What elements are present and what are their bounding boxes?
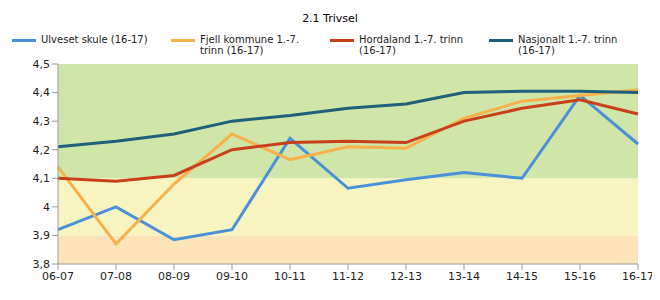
svg-text:3,9: 3,9	[33, 229, 51, 242]
svg-text:09-10: 09-10	[216, 270, 248, 283]
html-text:Hordaland 1.-7. trinn (16-17): Hordaland 1.-7. trinn (16-17)	[359, 34, 464, 56]
svg-text:4,3: 4,3	[33, 115, 51, 128]
html-text:Nasjonalt 1.-7. trinn (16-17): Nasjonalt 1.-7. trinn (16-17)	[518, 34, 618, 56]
svg-text:4,4: 4,4	[33, 86, 51, 99]
svg-text:07-08: 07-08	[100, 270, 132, 283]
svg-text:4,5: 4,5	[33, 58, 51, 71]
html-text:Fjell kommune 1.-7. trinn (16-: Fjell kommune 1.-7. trinn (16-17)	[200, 34, 300, 56]
svg-text:14-15: 14-15	[506, 270, 538, 283]
svg-text:06-07: 06-07	[42, 270, 74, 283]
svg-text:10-11: 10-11	[274, 270, 306, 283]
svg-text:4,2: 4,2	[33, 144, 51, 157]
svg-text:11-12: 11-12	[332, 270, 364, 283]
html-text:2.1 Trivsel: 2.1 Trivsel	[302, 12, 358, 25]
svg-text:16-17: 16-17	[622, 270, 652, 283]
svg-text:08-09: 08-09	[158, 270, 190, 283]
html-text:Ulveset skule (16-17): Ulveset skule (16-17)	[41, 34, 148, 45]
svg-text:4: 4	[43, 201, 50, 214]
svg-text:13-14: 13-14	[448, 270, 480, 283]
svg-text:12-13: 12-13	[390, 270, 422, 283]
svg-text:15-16: 15-16	[564, 270, 596, 283]
svg-text:3,8: 3,8	[33, 258, 51, 271]
svg-text:4,1: 4,1	[33, 172, 51, 185]
